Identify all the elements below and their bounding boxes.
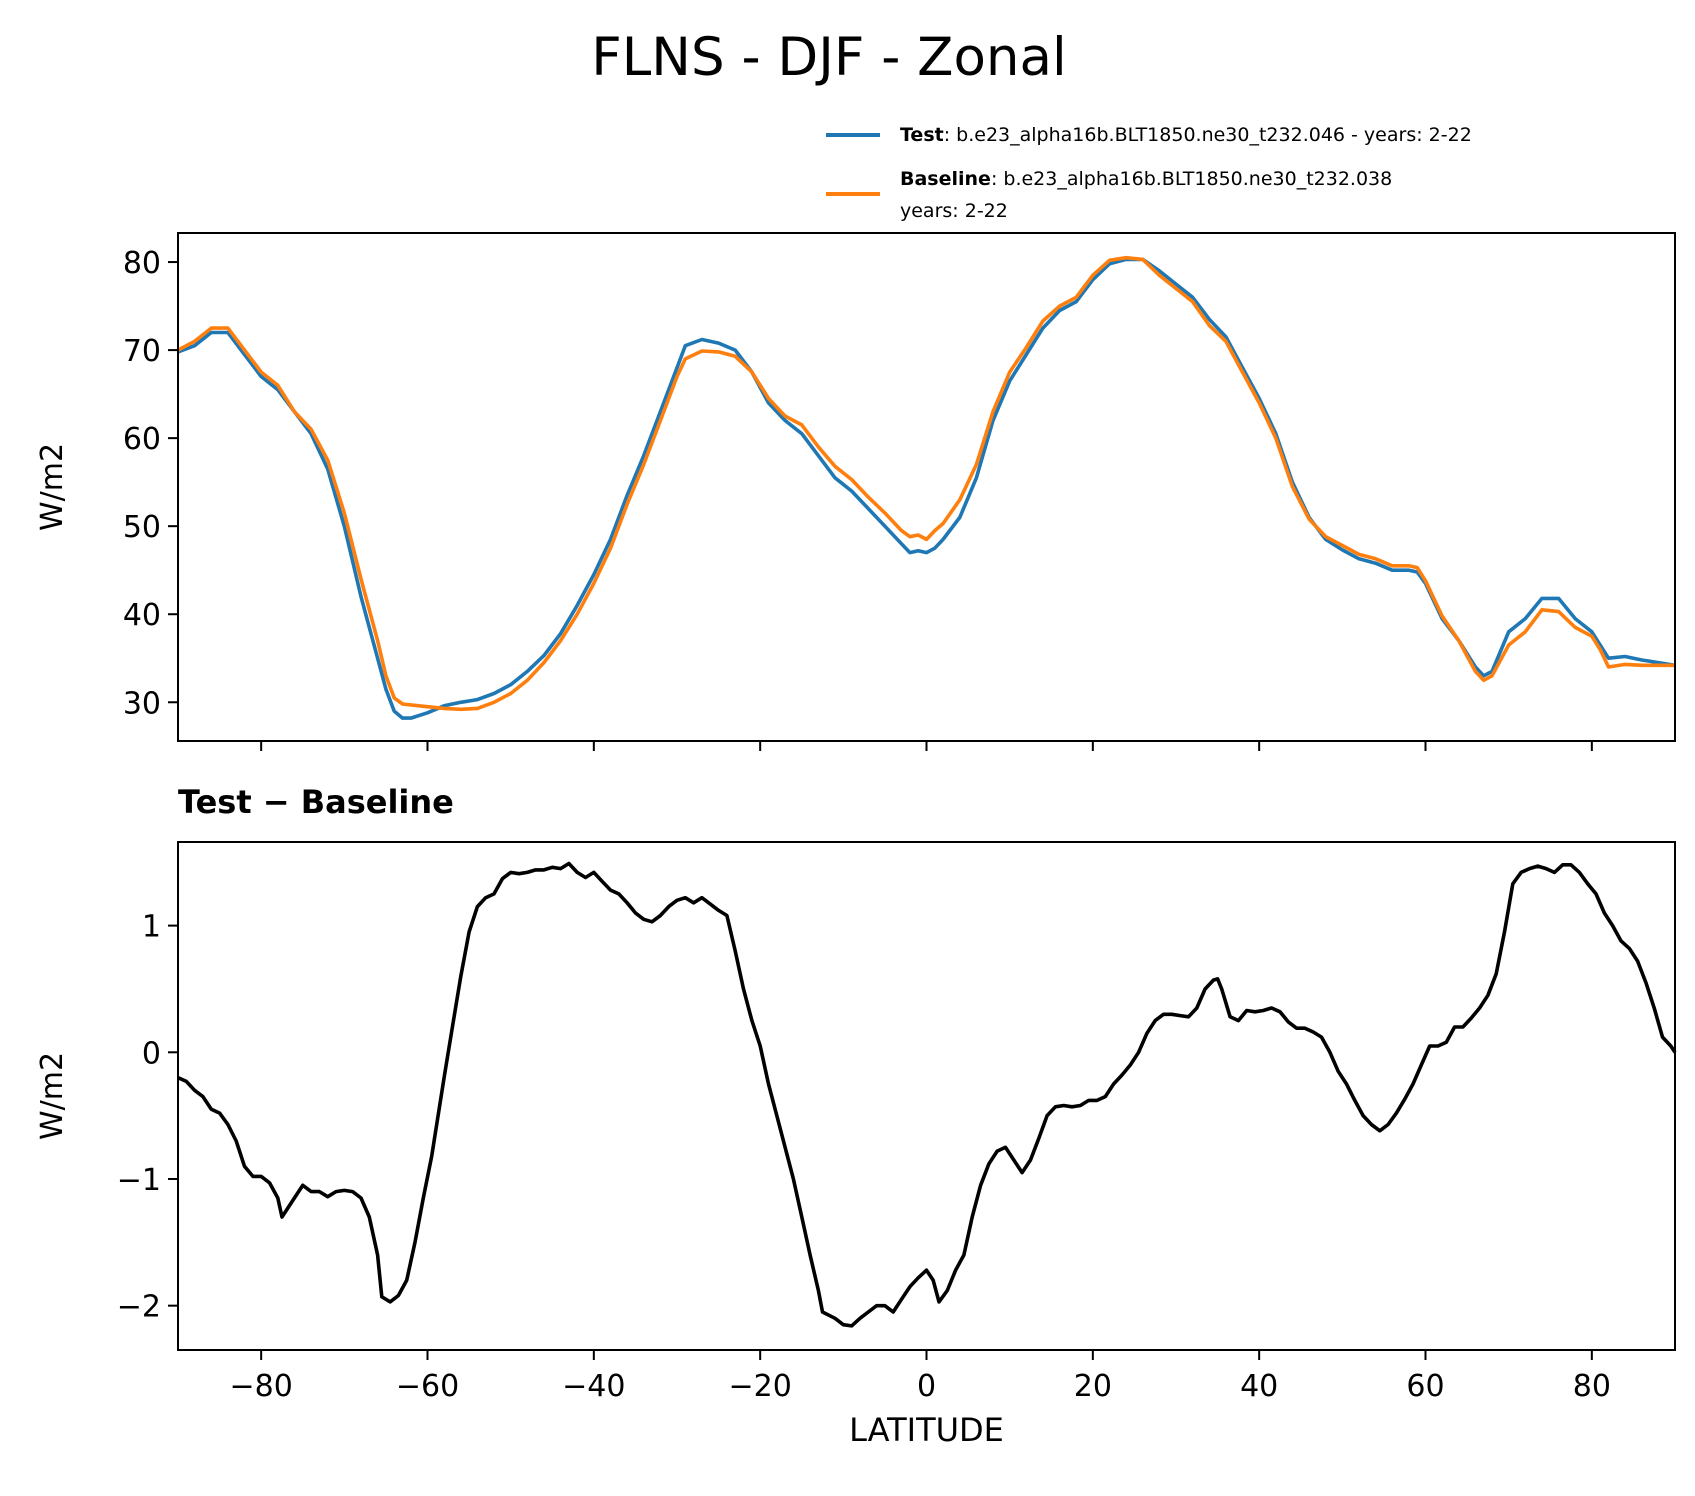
x-tick-label: −40 xyxy=(562,1369,625,1404)
top-panel-ylabel: W/m2 xyxy=(35,443,70,531)
legend-baseline-label: Baseline: b.e23_alpha16b.BLT1850.ne30_t2… xyxy=(900,168,1392,190)
y-tick-label: 40 xyxy=(123,598,161,633)
bottom-panel: Test − Baseline −80 −60 −40 −20 0 20 40 60 80−2−… xyxy=(35,783,1677,1449)
top-panel-frame xyxy=(177,232,1676,742)
y-tick-label: 60 xyxy=(123,422,161,457)
top-panel-series xyxy=(177,255,1676,720)
y-tick-label: 80 xyxy=(123,246,161,281)
x-tick-label: 60 xyxy=(1406,1369,1444,1404)
x-tick-label: 80 xyxy=(1573,1369,1611,1404)
x-tick-label: −20 xyxy=(729,1369,792,1404)
bottom-panel-frame xyxy=(177,841,1676,1351)
bottom-panel-ylabel: W/m2 xyxy=(35,1052,70,1140)
legend-baseline-years: years: 2-22 xyxy=(900,200,1008,222)
y-tick-label: 70 xyxy=(123,334,161,369)
legend-baseline-name: Baseline xyxy=(900,168,991,190)
figure-title: FLNS - DJF - Zonal xyxy=(591,27,1066,88)
series-line-difference xyxy=(177,861,1677,1328)
legend-baseline-desc: : b.e23_alpha16b.BLT1850.ne30_t232.038 xyxy=(991,168,1392,190)
series-line-baseline xyxy=(177,255,1675,712)
x-tick-label: 0 xyxy=(917,1369,936,1404)
x-tick-label: 40 xyxy=(1240,1369,1278,1404)
top-panel-ticks: 30 40 50 60 70 80 xyxy=(123,246,1593,751)
bottom-panel-ticks: −80 −60 −40 −20 0 20 40 60 80 −2 −1 0 1 xyxy=(117,910,1611,1404)
x-tick-label: 20 xyxy=(1074,1369,1112,1404)
legend-test-label: Test: b.e23_alpha16b.BLT1850.ne30_t232.0… xyxy=(900,124,1472,146)
bottom-panel-xlabel: LATITUDE xyxy=(849,1411,1004,1449)
legend-test-name: Test xyxy=(900,124,944,146)
series-line-test xyxy=(177,257,1676,720)
y-tick-label: 0 xyxy=(142,1036,161,1071)
bottom-panel-title: Test − Baseline xyxy=(178,783,454,821)
x-tick-label: −60 xyxy=(396,1369,459,1404)
legend: Test: b.e23_alpha16b.BLT1850.ne30_t232.0… xyxy=(826,124,1472,222)
y-tick-label: −2 xyxy=(117,1290,161,1325)
y-tick-label: 50 xyxy=(123,510,161,545)
legend-test-desc: : b.e23_alpha16b.BLT1850.ne30_t232.046 -… xyxy=(944,124,1472,146)
x-tick-label: −80 xyxy=(230,1369,293,1404)
bottom-panel-series xyxy=(177,861,1677,1328)
top-panel: 30 40 50 60 70 80 W/m2 xyxy=(35,232,1676,751)
y-tick-label: 30 xyxy=(123,686,161,721)
y-tick-label: −1 xyxy=(117,1163,161,1198)
y-tick-label: 1 xyxy=(142,910,161,945)
